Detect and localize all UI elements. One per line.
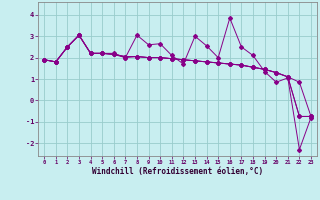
X-axis label: Windchill (Refroidissement éolien,°C): Windchill (Refroidissement éolien,°C): [92, 167, 263, 176]
